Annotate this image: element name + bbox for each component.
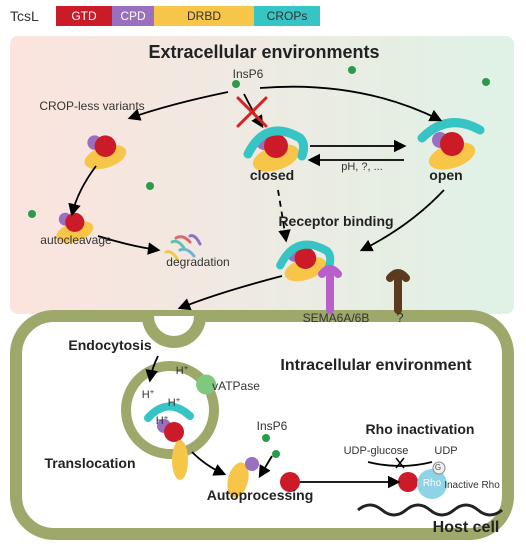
label-qmark: ? <box>396 310 403 325</box>
label-g_text: G <box>435 463 441 472</box>
label-rho_text: Rho <box>423 478 442 489</box>
cpd-fragment <box>245 457 259 471</box>
title-hostcell: Host cell <box>433 519 500 536</box>
title-rhoinact: Rho inactivation <box>366 421 475 437</box>
label-vatpase: vATPase <box>212 379 260 393</box>
label-cropless: CROP-less variants <box>39 99 144 113</box>
label-inactiverho: Inactive Rho <box>444 480 500 491</box>
title-translocation: Translocation <box>44 455 135 471</box>
insp6-dot-3 <box>146 182 154 190</box>
title-receptor: Receptor binding <box>278 213 393 229</box>
insp6-dot-2 <box>482 78 490 86</box>
label-pH: pH, ?, ... <box>341 161 383 173</box>
label-degradation: degradation <box>166 255 229 269</box>
label-autocleavage: autocleavage <box>40 233 112 247</box>
legend-text-gtd: GTD <box>71 9 97 23</box>
diagram-canvas: TcsL GTD CPD DRBD CROPs Extracellular environ… <box>0 0 526 556</box>
legend-text-crops: CROPs <box>267 9 308 23</box>
title-extracellular: Extracellular environments <box>148 42 379 62</box>
insp6-dot-5 <box>262 434 270 442</box>
invagination <box>148 316 200 342</box>
gtd-at-rho <box>398 472 418 492</box>
label-insp6_bot: InsP6 <box>257 419 288 433</box>
title-autoprocessing: Autoprocessing <box>207 487 314 503</box>
title-endocytosis: Endocytosis <box>68 337 151 353</box>
label-closed: closed <box>250 167 294 183</box>
legend-label: TcsL <box>10 8 39 24</box>
insp6-dot-6 <box>272 450 280 458</box>
label-udpglucose: UDP-glucose <box>344 445 409 457</box>
label-insp6_top: InsP6 <box>233 67 264 81</box>
label-sema: SEMA6A/6B <box>303 311 370 325</box>
insp6-dot-4 <box>28 210 36 218</box>
insp6-dot-1 <box>348 66 356 74</box>
label-open: open <box>429 167 462 183</box>
legend-text-cpd: CPD <box>120 9 146 23</box>
label-udp: UDP <box>434 445 457 457</box>
legend-text-drbd: DRBD <box>187 9 221 23</box>
title-intracellular: Intracellular environment <box>280 357 472 374</box>
insp6-dot-0 <box>232 80 240 88</box>
